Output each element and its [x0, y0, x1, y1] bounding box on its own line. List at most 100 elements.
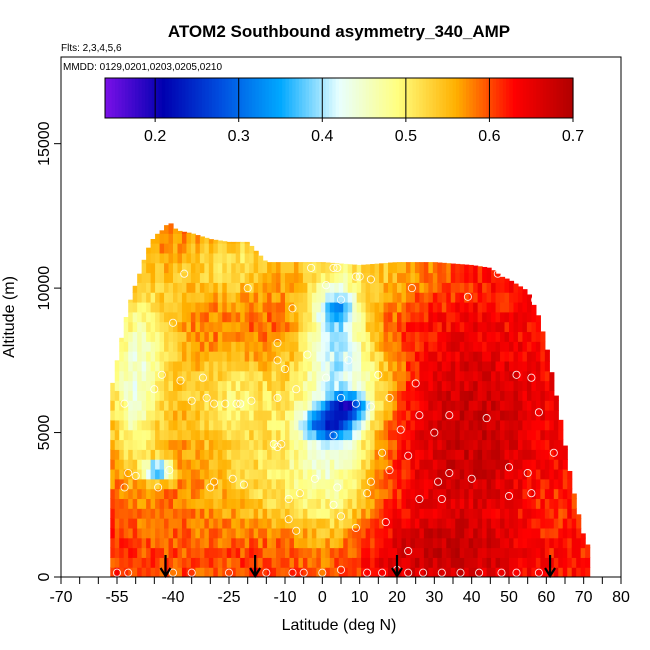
heatmap-cell [267, 449, 273, 460]
heatmap-cell [495, 400, 501, 411]
heatmap-cell [325, 527, 331, 539]
heatmap-cell [181, 282, 188, 293]
heatmap-cell [423, 262, 429, 264]
colorbar-segment [151, 78, 156, 118]
heatmap-cell [437, 419, 443, 431]
heatmap-cell [571, 557, 577, 568]
heatmap-cell [181, 262, 188, 274]
heatmap-cell [410, 390, 416, 401]
colorbar-tick-label: 0.4 [311, 128, 333, 145]
heatmap-cell [370, 370, 376, 382]
heatmap-cell [235, 252, 241, 264]
heatmap-cell [132, 567, 138, 577]
heatmap-cell [155, 498, 161, 509]
colorbar-segment [325, 78, 330, 118]
heatmap-cell [365, 508, 371, 519]
heatmap-cell [500, 527, 506, 539]
heatmap-cell [226, 439, 232, 450]
heatmap-cell [226, 518, 232, 529]
heatmap-cell [401, 351, 407, 362]
heatmap-cell [128, 567, 134, 577]
heatmap-cell [473, 439, 479, 450]
heatmap-cell [320, 400, 326, 411]
heatmap-cell [141, 341, 147, 352]
heatmap-cell [195, 321, 201, 333]
heatmap-cell [311, 360, 317, 372]
heatmap-cell [231, 380, 237, 391]
heatmap-cell [235, 400, 241, 411]
heatmap-cell [119, 351, 125, 362]
heatmap-cell [307, 262, 313, 264]
observation-point [445, 468, 454, 478]
heatmap-cell [173, 311, 179, 323]
heatmap-cell [249, 527, 255, 539]
heatmap-cell [531, 341, 537, 352]
heatmap-cell [276, 488, 282, 500]
heatmap-cell [334, 370, 340, 382]
heatmap-cell [213, 262, 219, 274]
heatmap-cell [392, 301, 398, 313]
heatmap-cell [128, 341, 134, 352]
heatmap-cell [164, 390, 170, 401]
heatmap-cell [347, 419, 353, 431]
heatmap-cell [459, 508, 465, 519]
heatmap-cell [509, 400, 515, 411]
heatmap-cell [249, 341, 255, 352]
heatmap-cell [235, 370, 241, 382]
observation-point [463, 292, 472, 301]
heatmap-cell [280, 498, 286, 509]
heatmap-cell [356, 331, 362, 342]
heatmap-cell [441, 567, 447, 577]
heatmap-cell [401, 262, 407, 274]
heatmap-cell [249, 488, 255, 500]
heatmap-cell [517, 508, 524, 519]
heatmap-cell [320, 301, 326, 313]
heatmap-cell [544, 410, 550, 421]
heatmap-cell [240, 331, 246, 342]
heatmap-cell [379, 360, 385, 372]
heatmap-cell [401, 301, 407, 313]
heatmap-cell [392, 478, 398, 490]
heatmap-cell [477, 272, 483, 283]
heatmap-cell [253, 390, 259, 401]
heatmap-cell [235, 557, 241, 568]
heatmap-cell [213, 439, 219, 450]
heatmap-cell [544, 459, 550, 470]
heatmap-cell [549, 468, 555, 480]
heatmap-cell [441, 272, 447, 283]
heatmap-cell [311, 468, 317, 480]
heatmap-cell [437, 478, 443, 490]
heatmap-cell [522, 331, 528, 342]
heatmap-cell [114, 370, 120, 382]
heatmap-cell [580, 547, 586, 558]
heatmap-cell [307, 341, 313, 352]
heatmap-cell [504, 419, 510, 431]
heatmap-cell [123, 351, 129, 362]
heatmap-cell [464, 351, 470, 362]
heatmap-cell [213, 331, 219, 342]
colorbar-segment [111, 78, 116, 118]
heatmap-cell [164, 380, 170, 391]
heatmap-cell [204, 301, 210, 313]
heatmap-cell [195, 252, 201, 264]
heatmap-cell [500, 276, 506, 283]
heatmap-cell [173, 292, 179, 303]
heatmap-cell [325, 321, 331, 333]
heatmap-cell [450, 419, 456, 431]
heatmap-cell [213, 292, 219, 303]
colorbar-segment [255, 78, 260, 118]
heatmap-cell [401, 341, 407, 352]
heatmap-cell [190, 380, 196, 391]
heatmap-cell [450, 557, 456, 568]
heatmap-cell [531, 400, 537, 411]
heatmap-cell [419, 390, 425, 401]
heatmap-cell [128, 459, 134, 470]
heatmap-cell [343, 282, 349, 293]
heatmap-cell [549, 498, 555, 509]
heatmap-cell [119, 337, 125, 342]
heatmap-cell [504, 518, 510, 529]
heatmap-cell [419, 331, 425, 342]
heatmap-cell [173, 233, 179, 244]
heatmap-cell [249, 459, 255, 470]
heatmap-cell [509, 311, 515, 323]
